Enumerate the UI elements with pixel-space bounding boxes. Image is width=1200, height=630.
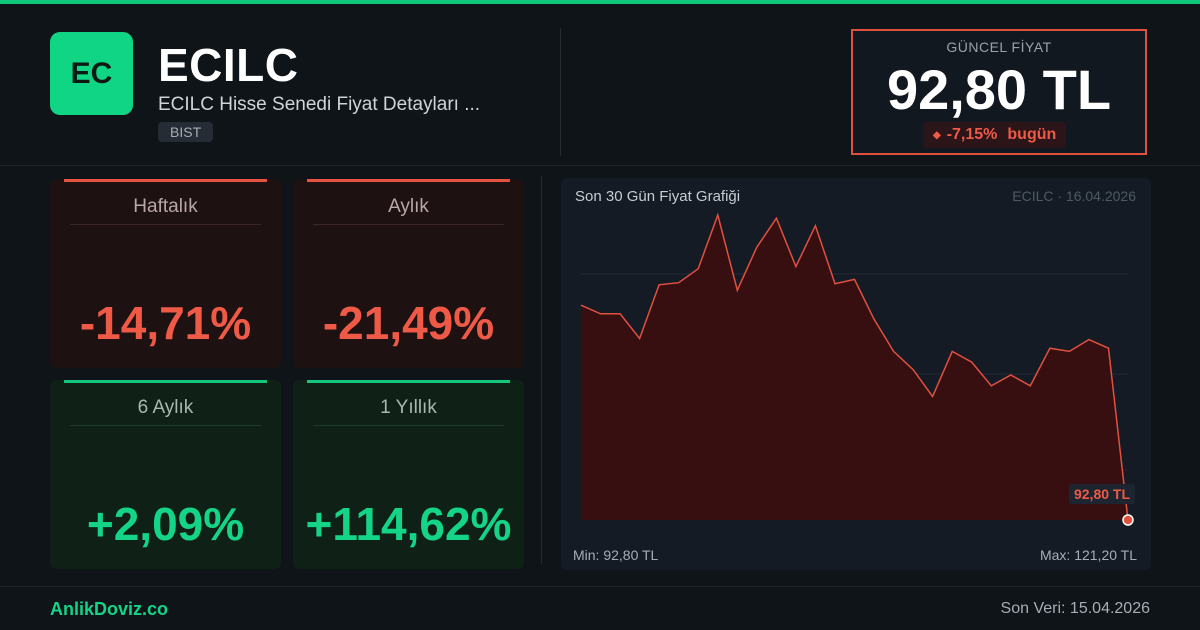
last-price-dot [1122, 514, 1134, 526]
perf-card-value: +114,62% [305, 498, 512, 550]
last-price-label: 92,80 TL [1074, 486, 1130, 502]
chart-data-point [912, 369, 914, 371]
chart-data-point [854, 278, 856, 280]
perf-card-value: +2,09% [86, 498, 245, 550]
chart-data-point [600, 313, 602, 315]
chart-data-point [619, 313, 621, 315]
chart-data-point [658, 284, 660, 286]
chart-min-value: Min: 92,80 TL [573, 547, 659, 563]
card-divider [70, 224, 261, 225]
chart-data-point [951, 350, 953, 352]
current-price-label: GÜNCEL FİYAT [946, 39, 1052, 55]
daily-change-value: -7,15% [946, 126, 998, 143]
perf-card-value: -21,49% [322, 297, 495, 349]
chart-data-point [932, 396, 934, 398]
chart-data-point [1049, 347, 1051, 349]
card-accent [307, 380, 510, 383]
current-price-box: GÜNCEL FİYAT 92,80 TL ◆ -7,15% bugün [851, 29, 1147, 155]
perf-card-yearly: 1 Yıllık +114,62% [293, 380, 524, 569]
chart-data-point [814, 225, 816, 227]
perf-card-label: Aylık [388, 196, 429, 217]
footer-separator [0, 586, 1200, 587]
header-separator [0, 165, 1200, 166]
chart-data-point [697, 268, 699, 270]
chart-data-point [1088, 339, 1090, 341]
brand-link[interactable]: AnlikDoviz.co [50, 599, 169, 619]
chart-price-line [580, 212, 1129, 521]
content-divider [541, 176, 542, 564]
price-area-chart: 92,80 TL [580, 212, 1135, 526]
current-price-value: 92,80 TL [886, 58, 1112, 121]
chart-data-point [990, 385, 992, 387]
chart-data-point [893, 350, 895, 352]
exchange-badge: BIST [158, 122, 214, 142]
down-dot-icon: ◆ [933, 129, 941, 141]
chart-meta: ECILC · 16.04.2026 [1012, 188, 1136, 204]
card-accent [307, 179, 510, 182]
chart-data-point [678, 282, 680, 284]
card-accent [64, 380, 267, 383]
chart-data-point [775, 217, 777, 219]
chart-area-fill [581, 215, 1128, 520]
perf-card-6month: 6 Aylık +2,09% [50, 380, 281, 569]
last-data-date: Son Veri: 15.04.2026 [1000, 600, 1150, 617]
top-accent-bar [0, 0, 1200, 4]
page-subtitle: ECILC Hisse Senedi Fiyat Detayları ... [158, 94, 481, 115]
chart-data-point [1029, 385, 1031, 387]
price-chart-panel: Son 30 Gün Fiyat Grafiği ECILC · 16.04.2… [561, 178, 1151, 570]
card-divider [313, 425, 504, 426]
chart-data-point [795, 266, 797, 268]
chart-data-point [971, 361, 973, 363]
chart-data-point [717, 214, 719, 216]
chart-data-point [580, 304, 582, 306]
perf-card-monthly: Aylık -21,49% [293, 179, 524, 368]
daily-change-suffix: bugün [1007, 126, 1057, 143]
header-divider [560, 28, 561, 156]
perf-card-label: Haftalık [133, 196, 198, 217]
chart-data-point [1068, 350, 1070, 352]
chart-data-point [1010, 374, 1012, 376]
chart-data-point [639, 338, 641, 340]
card-divider [313, 224, 504, 225]
daily-change-badge: ◆ -7,15% bugün [923, 122, 1067, 148]
chart-max-value: Max: 121,20 TL [1039, 547, 1137, 563]
chart-data-point [756, 246, 758, 248]
card-accent [64, 179, 267, 182]
perf-card-label: 6 Aylık [137, 397, 194, 418]
perf-card-weekly: Haftalık -14,71% [50, 179, 281, 368]
stock-logo: EC [50, 32, 133, 115]
chart-data-point [873, 318, 875, 320]
perf-card-value: -14,71% [79, 297, 252, 349]
chart-title: Son 30 Gün Fiyat Grafiği [575, 188, 741, 205]
perf-card-label: 1 Yıllık [380, 397, 437, 418]
last-price-label-bg [1069, 484, 1135, 504]
chart-data-point [834, 283, 836, 285]
chart-data-point [1108, 347, 1110, 349]
chart-data-point [736, 289, 738, 291]
ticker-symbol: ECILC [158, 39, 299, 91]
card-divider [70, 425, 261, 426]
